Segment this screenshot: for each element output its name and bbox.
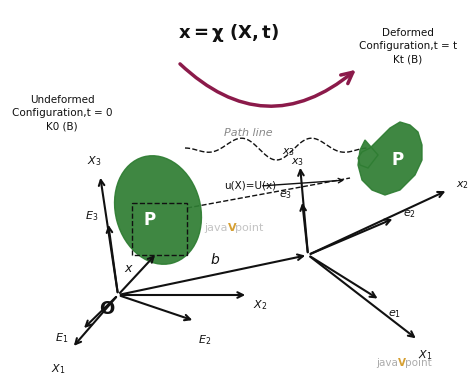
Text: $e_1$: $e_1$ bbox=[388, 308, 401, 320]
Text: V: V bbox=[228, 223, 237, 233]
Text: u(X)=U(x): u(X)=U(x) bbox=[224, 180, 276, 190]
Text: $e_3$: $e_3$ bbox=[279, 189, 292, 201]
Text: V: V bbox=[398, 358, 406, 368]
Text: $\mathbf{x = \chi\ (X,t)}$: $\mathbf{x = \chi\ (X,t)}$ bbox=[178, 22, 279, 44]
Text: java: java bbox=[204, 223, 228, 233]
Text: Undeformed
Configuration,t = 0
K0 (B): Undeformed Configuration,t = 0 K0 (B) bbox=[12, 95, 112, 132]
Text: $E_1$: $E_1$ bbox=[55, 331, 68, 345]
Text: java: java bbox=[376, 358, 398, 368]
Text: x: x bbox=[124, 262, 132, 274]
Text: $X_1$: $X_1$ bbox=[51, 362, 65, 376]
Text: $x_3$: $x_3$ bbox=[292, 156, 305, 168]
Polygon shape bbox=[358, 122, 422, 195]
Ellipse shape bbox=[115, 156, 201, 264]
Text: P: P bbox=[392, 151, 404, 169]
Text: $e_2$: $e_2$ bbox=[403, 208, 416, 220]
Text: point: point bbox=[235, 223, 264, 233]
FancyArrowPatch shape bbox=[180, 64, 353, 106]
Text: $X_3$: $X_3$ bbox=[87, 154, 101, 168]
Text: point: point bbox=[405, 358, 432, 368]
Text: $E_2$: $E_2$ bbox=[199, 333, 211, 347]
Text: Path line: Path line bbox=[224, 128, 272, 138]
Text: O: O bbox=[99, 300, 114, 318]
Text: $X_2$: $X_2$ bbox=[253, 298, 267, 312]
Text: $x_2$: $x_2$ bbox=[456, 179, 469, 191]
Text: Deformed
Configuration,t = t
Kt (B): Deformed Configuration,t = t Kt (B) bbox=[359, 28, 457, 64]
Text: $x_3$: $x_3$ bbox=[282, 146, 295, 158]
Text: $E_3$: $E_3$ bbox=[85, 209, 98, 223]
Text: $X_1$: $X_1$ bbox=[418, 348, 432, 362]
Text: b: b bbox=[210, 253, 219, 267]
Text: P: P bbox=[144, 211, 156, 229]
